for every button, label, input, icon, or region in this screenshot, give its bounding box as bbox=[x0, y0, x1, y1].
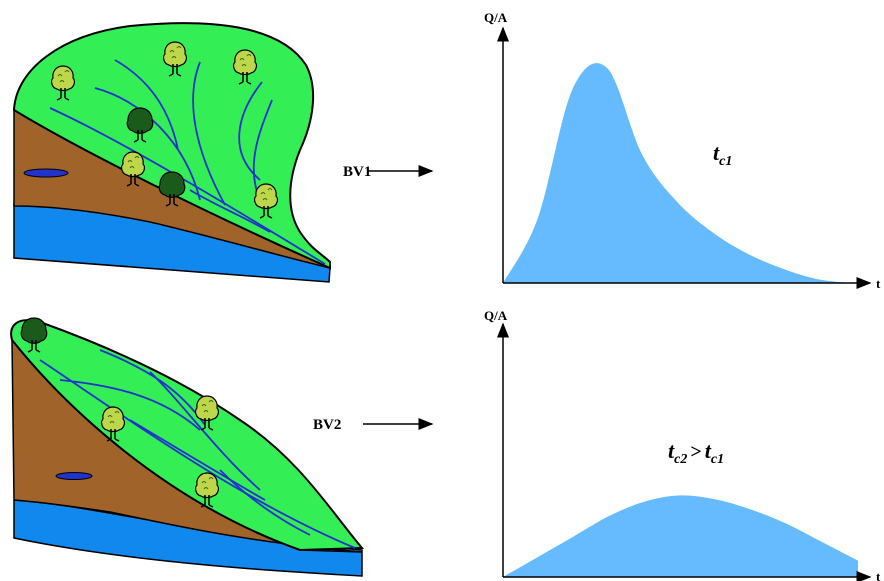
hydrograph-1-area bbox=[503, 63, 850, 284]
hydrograph-2: Q/A t tc2 > tc1 bbox=[484, 308, 881, 581]
basin-2-illustration bbox=[10, 317, 365, 577]
hydrograph-1-y-label: Q/A bbox=[484, 10, 508, 25]
basin-1-illustration bbox=[12, 22, 331, 283]
hydrograph-2-y-label: Q/A bbox=[484, 308, 508, 323]
basin-2-groundwater bbox=[13, 499, 363, 577]
hydrograph-2-annotation: tc2 > tc1 bbox=[668, 438, 724, 467]
basin-2-lake bbox=[55, 472, 93, 480]
hydrograph-2-x-label: t bbox=[876, 569, 881, 581]
basin-2-label: BV2 bbox=[313, 417, 341, 433]
basin-1-hillslope bbox=[12, 22, 331, 270]
basin-1-lake bbox=[23, 168, 69, 178]
hydrograph-1: Q/A t tc1 bbox=[484, 10, 881, 291]
hydrograph-1-x-label: t bbox=[876, 276, 881, 291]
basin-1-label: BV1 bbox=[343, 164, 371, 180]
hydrograph-2-area bbox=[503, 495, 858, 577]
hydrograph-1-annotation: tc1 bbox=[713, 140, 732, 169]
